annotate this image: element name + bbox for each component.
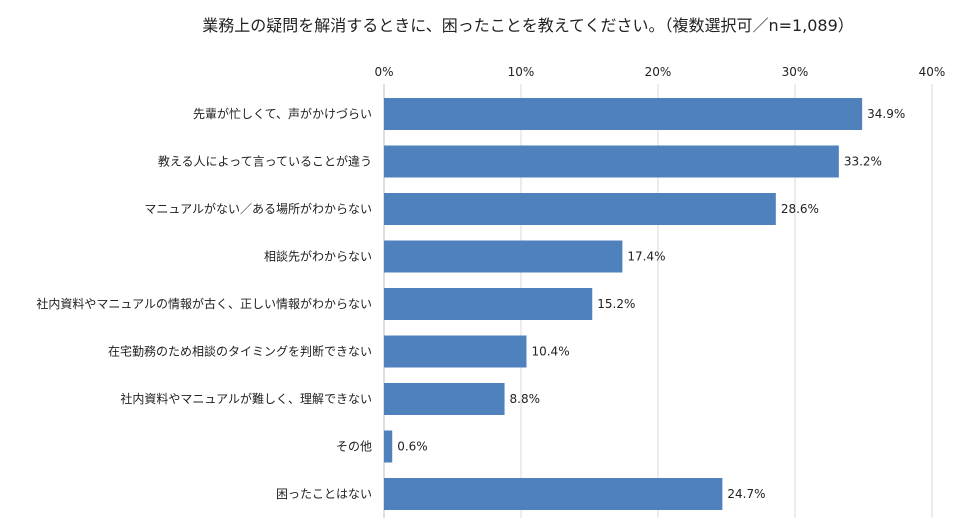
bar — [384, 145, 839, 178]
category-label: 社内資料やマニュアルの情報が古く、正しい情報がわからない — [36, 296, 372, 311]
x-axis-ticks: 0% 10% 20% 30% 40% — [374, 65, 945, 79]
data-label: 0.6% — [397, 440, 428, 454]
x-tick-label: 10% — [508, 65, 535, 79]
data-label: 28.6% — [781, 202, 819, 216]
category-label: 社内資料やマニュアルが難しく、理解できない — [120, 391, 372, 406]
value-labels: 34.9% 33.2% 28.6% 17.4% 15.2% 10.4% 8.8% 0.6% 24… — [397, 107, 905, 501]
data-label: 10.4% — [531, 345, 569, 359]
bar — [384, 335, 527, 368]
bar — [384, 288, 593, 320]
data-label: 34.9% — [867, 107, 905, 121]
category-labels: 先輩が忙しくて、声がかけづらい教える人によって言っていることが違うマニュアルがな… — [36, 106, 372, 501]
data-label: 24.7% — [727, 487, 765, 501]
x-tick-label: 40% — [919, 65, 946, 79]
category-label: 教える人によって言っていることが違う — [158, 154, 372, 169]
x-tick-label: 30% — [782, 65, 809, 79]
x-tick-label: 20% — [645, 65, 672, 79]
bar — [384, 193, 776, 225]
x-tick-label: 0% — [374, 65, 393, 79]
category-label: 相談先がわからない — [264, 249, 372, 264]
bars — [384, 98, 863, 510]
bar — [384, 240, 623, 273]
bar — [384, 98, 863, 130]
category-label: 先輩が忙しくて、声がかけづらい — [193, 106, 372, 121]
bar — [384, 383, 505, 415]
data-label: 8.8% — [510, 392, 541, 406]
data-label: 15.2% — [597, 297, 635, 311]
bar — [384, 430, 393, 463]
data-label: 33.2% — [844, 155, 882, 169]
category-label: 在宅勤務のため相談のタイミングを判断できない — [108, 344, 372, 359]
data-label: 17.4% — [627, 250, 665, 264]
bar — [384, 478, 723, 510]
category-label: 困ったことはない — [276, 487, 372, 501]
category-label: マニュアルがない／ある場所がわからない — [144, 201, 372, 216]
category-label: その他 — [336, 440, 372, 454]
chart-title: 業務上の疑問を解消するときに、困ったことを教えてください。（複数選択可／n=1,… — [202, 16, 854, 35]
